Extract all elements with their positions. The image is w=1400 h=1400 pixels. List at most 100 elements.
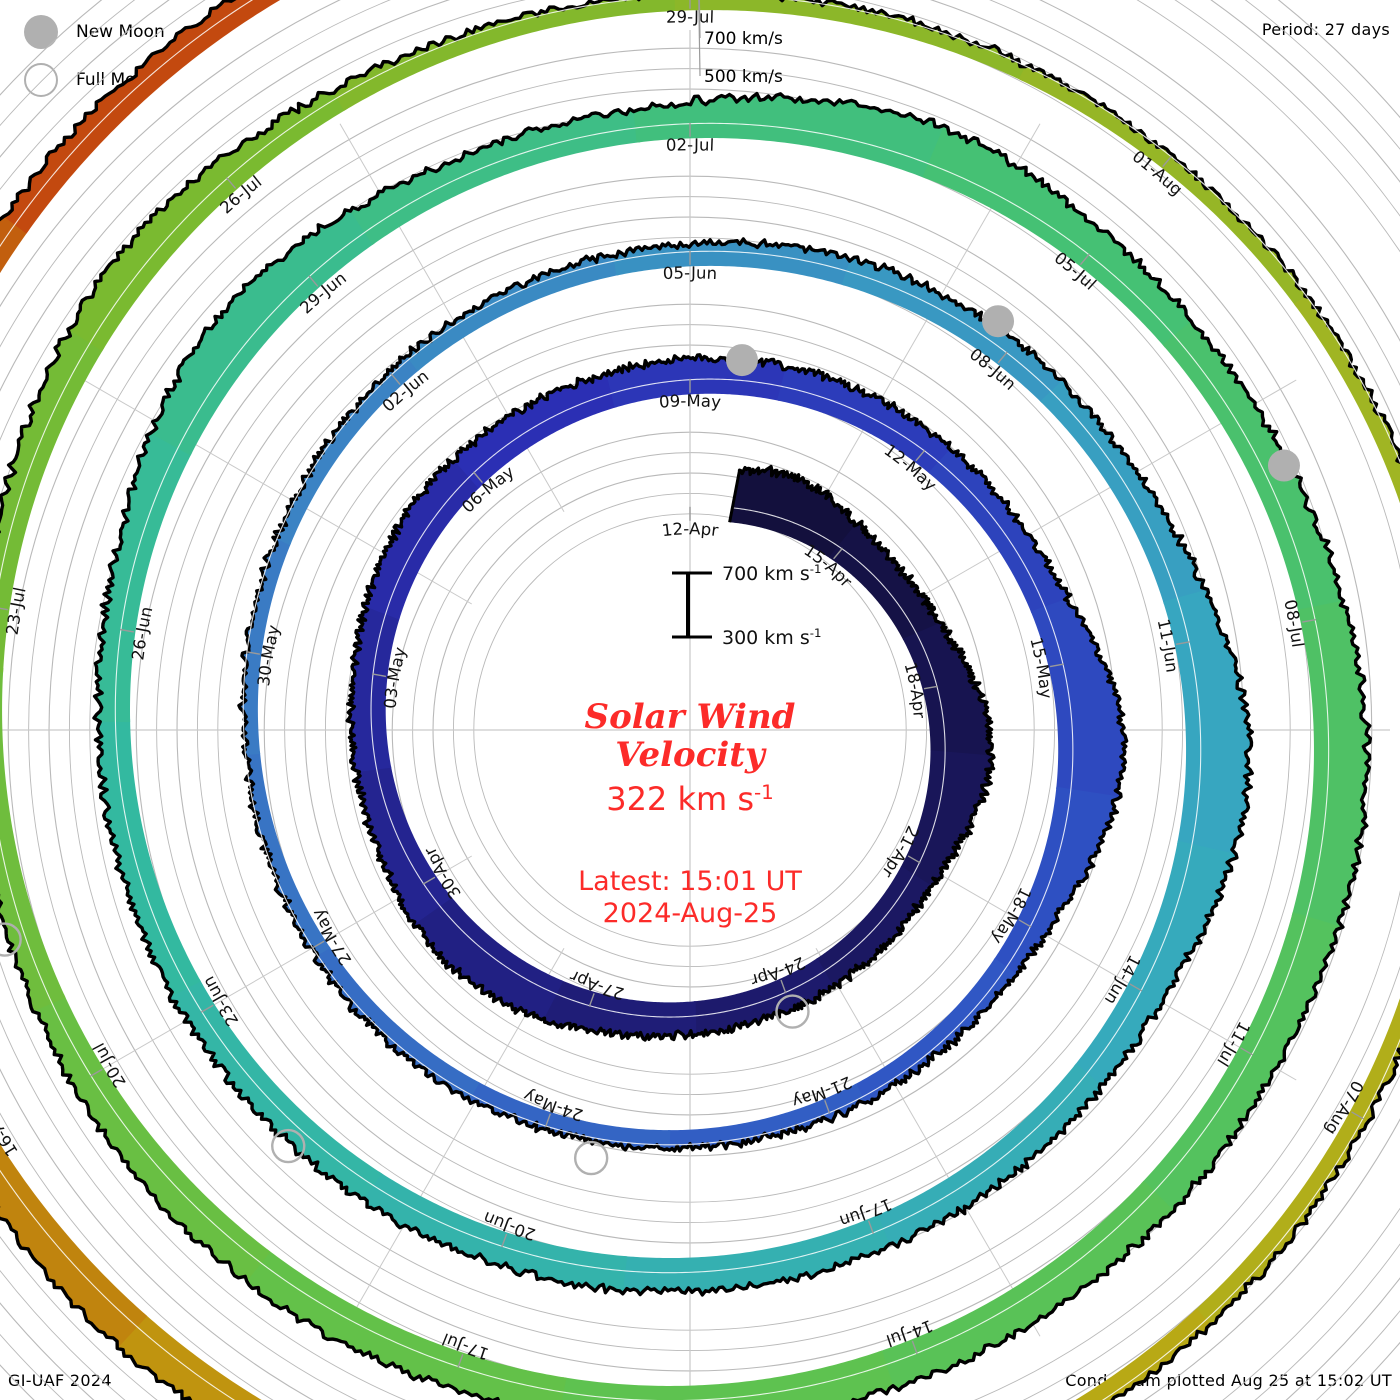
date-tick-mark [372,673,387,678]
radial-axis-labels: 700 km/s 500 km/s [698,0,783,87]
velocity-band-segment [666,1083,866,1151]
date-tick-mark [119,628,134,633]
date-tick-mark [824,1100,831,1114]
velocity-band-segment [613,238,855,286]
date-tick-mark [472,471,483,484]
velocity-band-segment [413,896,564,1020]
date-tick-mark [1351,1111,1364,1120]
velocity-band-segment [238,537,292,755]
moon-markers [0,305,1300,1176]
velocity-band-segment [1030,599,1127,799]
velocity-band-segment [828,521,944,641]
date-tick-mark [311,940,325,949]
velocity-band-segment [362,459,480,620]
date-tick-mark [588,993,595,1007]
velocity-band-segment [1018,64,1311,308]
velocity-band-segment [347,603,400,772]
new-moon-marker [725,344,758,377]
velocity-band-segment [633,93,948,179]
date-tick-mark [833,547,844,560]
velocity-band-segment [674,0,1032,82]
new-moon-icon [24,15,58,49]
velocity-band-segment [816,866,933,988]
radial-gridline-label: 700 km/s [704,29,783,49]
date-tick-mark [997,351,1008,364]
date-tick-mark [867,1220,875,1234]
date-tick-label: 12-Apr [661,519,720,540]
velocity-band-segment [0,326,105,673]
velocity-band-segment [360,1171,628,1294]
date-tick-mark [1129,983,1143,992]
date-tick-mark [1240,1047,1254,1056]
radial-gridline-label: 500 km/s [704,67,783,87]
full-moon-marker [271,1128,306,1164]
velocity-band-segment [1291,600,1371,930]
date-tick-mark [1079,253,1090,266]
velocity-band-segment [150,207,376,456]
velocity-band-segment [902,622,994,758]
velocity-band-segment [243,751,331,956]
velocity-band-segment [67,89,348,352]
data-start-cut [728,469,742,523]
velocity-band-segment [1162,321,1344,614]
new-moon-marker [982,305,1015,338]
velocity-band-segment [541,980,697,1041]
velocity-band-segment [0,1143,148,1349]
velocity-band-segment [350,108,641,245]
date-tick-mark [1049,663,1064,668]
velocity-band-segment [777,367,952,474]
velocity-band-segment [875,1063,1101,1247]
velocity-band-segment [1074,840,1237,1088]
velocity-band-segment [993,786,1121,977]
date-tick-mark [1018,919,1032,928]
legend-item-new-moon: New Moon [24,8,165,56]
velocity-band-segment [3,0,281,234]
velocity-band-segment [31,993,271,1282]
velocity-band-segment [922,125,1193,348]
date-tick-mark [226,177,237,189]
velocity-band-segment [1040,379,1209,605]
date-tick-mark [0,607,8,611]
velocity-band-segment [557,1350,893,1400]
date-tick-mark [457,1354,464,1368]
date-tick-mark [923,685,938,690]
date-tick-label: 16-Aug [0,1099,22,1160]
velocity-band-segment [1141,911,1343,1214]
gridline-leader [698,0,701,77]
date-tick-mark [911,1340,918,1355]
copyright-label: GI-UAF 2024 [8,1371,112,1390]
velocity-band-segment [854,958,1018,1104]
velocity-band-segment [353,765,453,926]
velocity-band-segment [454,370,617,489]
velocity-band-segment [468,1081,671,1151]
date-tick-mark [1302,618,1317,623]
date-tick-mark [907,855,921,864]
date-tick-mark [1176,641,1191,645]
date-tick-mark [89,1068,103,1077]
date-tick-mark [915,449,926,462]
date-tick-mark [422,876,436,885]
legend-label-new-moon: New Moon [76,22,165,42]
date-tick-mark [544,1113,552,1128]
velocity-band-segment [117,1312,262,1400]
velocity-band-segment [619,1214,890,1295]
velocity-band-segment [1293,296,1400,504]
date-tick-mark [780,979,787,994]
velocity-band-segment [93,430,193,723]
date-tick-label: 09-May [658,391,722,411]
velocity-band-segment [406,253,620,372]
velocity-band-segment [694,958,835,1036]
date-tick-mark [200,1004,214,1013]
velocity-band-segment [0,667,66,1012]
date-tick-mark [308,275,319,287]
period-label: Period: 27 days [1261,20,1390,39]
date-tick-label: 05-Jun [662,263,717,283]
date-tick-mark [390,373,401,385]
velocity-band-segment [1075,1308,1211,1400]
velocity-band-segment [245,1249,567,1400]
